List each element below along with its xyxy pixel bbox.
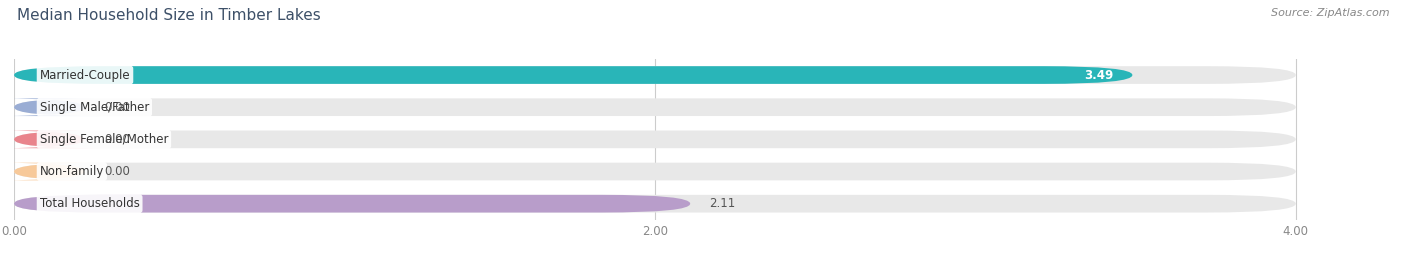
Text: 2.11: 2.11: [710, 197, 735, 210]
Text: Source: ZipAtlas.com: Source: ZipAtlas.com: [1271, 8, 1389, 18]
Text: 0.00: 0.00: [104, 101, 129, 114]
Text: Single Female/Mother: Single Female/Mother: [39, 133, 169, 146]
FancyBboxPatch shape: [0, 98, 103, 116]
Text: 0.00: 0.00: [104, 133, 129, 146]
FancyBboxPatch shape: [14, 131, 1296, 148]
Text: Single Male/Father: Single Male/Father: [39, 101, 149, 114]
FancyBboxPatch shape: [14, 98, 1296, 116]
Text: 3.49: 3.49: [1084, 69, 1114, 81]
FancyBboxPatch shape: [14, 195, 690, 213]
Text: 0.00: 0.00: [104, 165, 129, 178]
Text: Median Household Size in Timber Lakes: Median Household Size in Timber Lakes: [17, 8, 321, 23]
FancyBboxPatch shape: [14, 163, 1296, 180]
FancyBboxPatch shape: [14, 66, 1132, 84]
FancyBboxPatch shape: [14, 66, 1296, 84]
FancyBboxPatch shape: [0, 163, 103, 180]
Text: Non-family: Non-family: [39, 165, 104, 178]
Text: Total Households: Total Households: [39, 197, 139, 210]
FancyBboxPatch shape: [14, 195, 1296, 213]
FancyBboxPatch shape: [0, 131, 103, 148]
Text: Married-Couple: Married-Couple: [39, 69, 131, 81]
